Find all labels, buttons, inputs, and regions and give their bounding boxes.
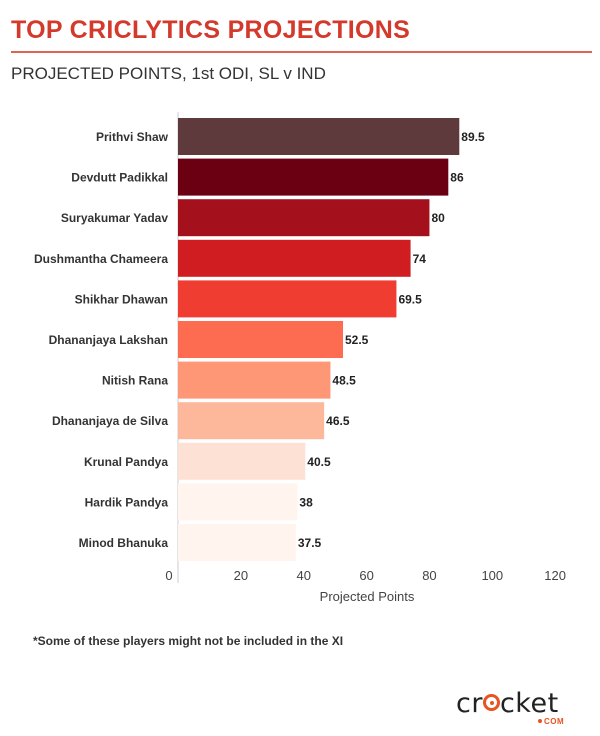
- bar-6: [178, 321, 344, 358]
- x-tick-label-80: 80: [422, 568, 436, 583]
- x-tick-label-40: 40: [296, 568, 310, 583]
- bar-9: [178, 442, 306, 480]
- page-title: TOP CRICLYTICS PROJECTIONS: [11, 16, 411, 44]
- category-label-3: Suryakumar Yadav: [61, 211, 169, 225]
- value-label-5: 69.5: [398, 292, 422, 306]
- logo-wordmark: cr cket: [456, 688, 559, 719]
- value-label-11: 37.5: [298, 536, 322, 550]
- bar-7: [178, 361, 331, 399]
- bar-8: [178, 402, 325, 440]
- bar-5: [178, 280, 397, 318]
- value-label-7: 48.5: [332, 374, 356, 388]
- logo-dot: [538, 719, 542, 723]
- bar-2: [178, 158, 449, 196]
- value-label-4: 74: [413, 252, 427, 266]
- footnote: *Some of these players might not be incl…: [33, 634, 344, 648]
- title-divider: [11, 51, 592, 53]
- x-axis-title: Projected Points: [320, 589, 415, 604]
- value-label-2: 86: [450, 171, 464, 185]
- category-label-11: Minod Bhanuka: [79, 536, 169, 550]
- logo-ball-icon: [482, 694, 500, 711]
- bar-chart: Prithvi Shaw 89.5 Devdutt Padikkal 86 Suryak…: [34, 112, 566, 604]
- bar-4: [178, 239, 411, 277]
- category-label-8: Dhananjaya de Silva: [52, 414, 168, 428]
- value-label-9: 40.5: [307, 455, 331, 469]
- x-tick-label-60: 60: [359, 568, 373, 583]
- value-label-3: 80: [431, 211, 445, 225]
- value-label-1: 89.5: [461, 130, 485, 144]
- category-label-10: Hardik Pandya: [85, 495, 169, 509]
- category-label-2: Devdutt Padikkal: [71, 171, 168, 185]
- x-tick-label-20: 20: [234, 568, 248, 583]
- category-label-4: Dushmantha Chameera: [34, 252, 168, 266]
- category-label-6: Dhananjaya Lakshan: [49, 333, 168, 347]
- bar-1: [178, 118, 460, 155]
- category-label-7: Nitish Rana: [102, 374, 168, 388]
- x-tick-label-120: 120: [544, 568, 566, 583]
- chart-subtitle: PROJECTED POINTS, 1st ODI, SL v IND: [11, 64, 326, 83]
- value-label-8: 46.5: [326, 414, 350, 428]
- logo-suffix: COM: [544, 717, 565, 726]
- value-label-10: 38: [299, 495, 313, 509]
- x-tick-label-0: 0: [165, 568, 172, 583]
- cricket-com-logo: cr cket COM: [456, 688, 574, 728]
- category-label-5: Shikhar Dhawan: [75, 292, 168, 306]
- bar-3: [178, 199, 430, 237]
- x-tick-label-100: 100: [481, 568, 503, 583]
- bar-10: [178, 483, 298, 521]
- category-label-9: Krunal Pandya: [84, 455, 168, 469]
- category-label-1: Prithvi Shaw: [96, 130, 169, 144]
- value-label-6: 52.5: [345, 333, 369, 347]
- bar-11: [178, 524, 296, 561]
